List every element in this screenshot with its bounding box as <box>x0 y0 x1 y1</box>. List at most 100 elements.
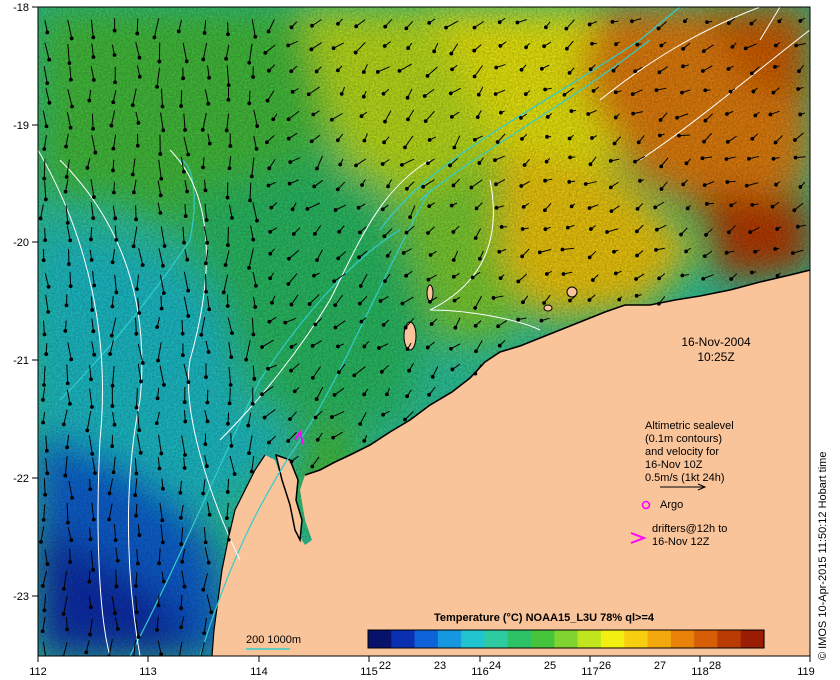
velocity-arrow-head <box>450 67 454 72</box>
velocity-arrow <box>69 271 72 287</box>
velocity-arrow-head <box>42 176 47 181</box>
velocity-arrow-head <box>407 368 412 373</box>
velocity-arrow-head <box>383 119 387 124</box>
velocity-arrow-head <box>476 92 481 97</box>
velocity-arrow-head <box>134 513 138 518</box>
velocity-arrow <box>89 388 93 408</box>
velocity-arrow-head <box>250 401 255 406</box>
velocity-arrow-head <box>161 263 165 268</box>
velocity-arrow-head <box>726 67 731 71</box>
velocity-arrow <box>45 435 48 451</box>
velocity-arrow <box>44 181 47 200</box>
velocity-arrow-head <box>329 117 334 122</box>
velocity-arrow-head <box>654 227 659 232</box>
velocity-arrow <box>115 570 117 587</box>
velocity-arrow-head <box>112 190 116 195</box>
velocity-arrow-head <box>110 404 115 408</box>
velocity-arrow-head <box>186 288 190 293</box>
velocity-arrow-head <box>542 44 546 49</box>
velocity-arrow-head <box>588 162 593 167</box>
velocity-arrow-head <box>91 126 95 131</box>
velocity-arrow-head <box>795 224 800 229</box>
velocity-arrow-head <box>659 187 664 191</box>
velocity-arrow <box>91 341 95 355</box>
velocity-arrow <box>251 455 255 472</box>
peninsula-cape <box>274 453 303 543</box>
velocity-arrow-head <box>185 257 190 262</box>
velocity-arrow-head <box>108 352 112 356</box>
velocity-arrow-head <box>41 420 45 425</box>
velocity-arrow-head <box>565 225 570 230</box>
velocity-arrow-head <box>451 258 456 262</box>
velocity-arrow-head <box>380 207 385 212</box>
velocity-arrow-head <box>45 30 50 35</box>
velocity-arrow-head <box>247 451 251 456</box>
velocity-arrow <box>203 527 207 543</box>
velocity-arrow-head <box>381 323 386 327</box>
velocity-arrow <box>309 294 320 305</box>
velocity-arrow <box>450 43 459 54</box>
velocity-arrow-head <box>543 25 548 30</box>
velocity-arrow <box>405 317 415 329</box>
velocity-arrow-head <box>247 101 252 106</box>
velocity-arrow-head <box>156 603 161 608</box>
velocity-arrow <box>135 317 137 334</box>
velocity-arrow <box>182 226 185 243</box>
velocity-arrow <box>42 110 47 127</box>
velocity-arrow-head <box>205 464 209 469</box>
colorbar-cell <box>437 630 462 648</box>
velocity-arrow-head <box>449 203 454 208</box>
velocity-arrow <box>207 65 210 78</box>
velocity-arrow-head <box>700 156 705 161</box>
velocity-arrow-head <box>377 346 381 350</box>
velocity-arrow <box>422 179 435 188</box>
velocity-arrow <box>230 432 232 446</box>
velocity-arrow-head <box>88 487 93 492</box>
velocity-arrow-head <box>136 561 140 566</box>
velocity-arrow-head <box>544 159 549 164</box>
velocity-arrow-head <box>204 289 208 294</box>
velocity-arrow-head <box>224 128 229 133</box>
velocity-arrow-head <box>724 157 729 161</box>
velocity-arrow-head <box>223 263 228 267</box>
velocity-arrow-head <box>255 124 260 128</box>
velocity-arrow-head <box>134 471 139 476</box>
velocity-arrow-head <box>400 301 405 306</box>
velocity-arrow-head <box>659 164 664 169</box>
velocity-arrow <box>606 228 619 233</box>
velocity-arrow-head <box>251 332 256 337</box>
velocity-arrow-head <box>109 123 114 128</box>
velocity-arrow-head <box>135 143 140 148</box>
velocity-arrow-head <box>183 214 188 219</box>
velocity-arrow <box>109 339 114 355</box>
colorbar-cell <box>740 630 765 648</box>
velocity-arrow-head <box>225 304 230 308</box>
velocity-arrow-head <box>333 325 338 330</box>
velocity-arrow-head <box>683 19 687 24</box>
velocity-arrow <box>115 547 119 561</box>
velocity-arrow <box>308 86 320 95</box>
velocity-arrow-head <box>562 92 567 97</box>
velocity-arrow-head <box>542 301 546 305</box>
velocity-arrow-head <box>205 419 210 424</box>
velocity-arrow <box>229 455 236 475</box>
velocity-arrow-head <box>609 209 614 214</box>
velocity-arrow-head <box>161 291 166 296</box>
velocity-arrow <box>474 295 483 309</box>
land-mass <box>212 270 810 656</box>
velocity-arrow-head <box>705 20 709 25</box>
velocity-arrow-head <box>179 625 184 630</box>
argo-icon <box>641 500 651 510</box>
velocity-arrow <box>134 457 137 474</box>
velocity-arrow-head <box>336 256 341 261</box>
colorbar-cell <box>391 630 416 648</box>
isobaths <box>59 7 681 656</box>
velocity-arrow <box>67 342 72 360</box>
velocity-arrow-head <box>358 284 363 288</box>
velocity-arrow-head <box>311 112 316 117</box>
velocity-arrow-head <box>520 227 525 231</box>
velocity-arrow-head <box>267 68 271 73</box>
velocity-arrow <box>253 135 257 150</box>
velocity-arrow-head <box>315 258 319 263</box>
